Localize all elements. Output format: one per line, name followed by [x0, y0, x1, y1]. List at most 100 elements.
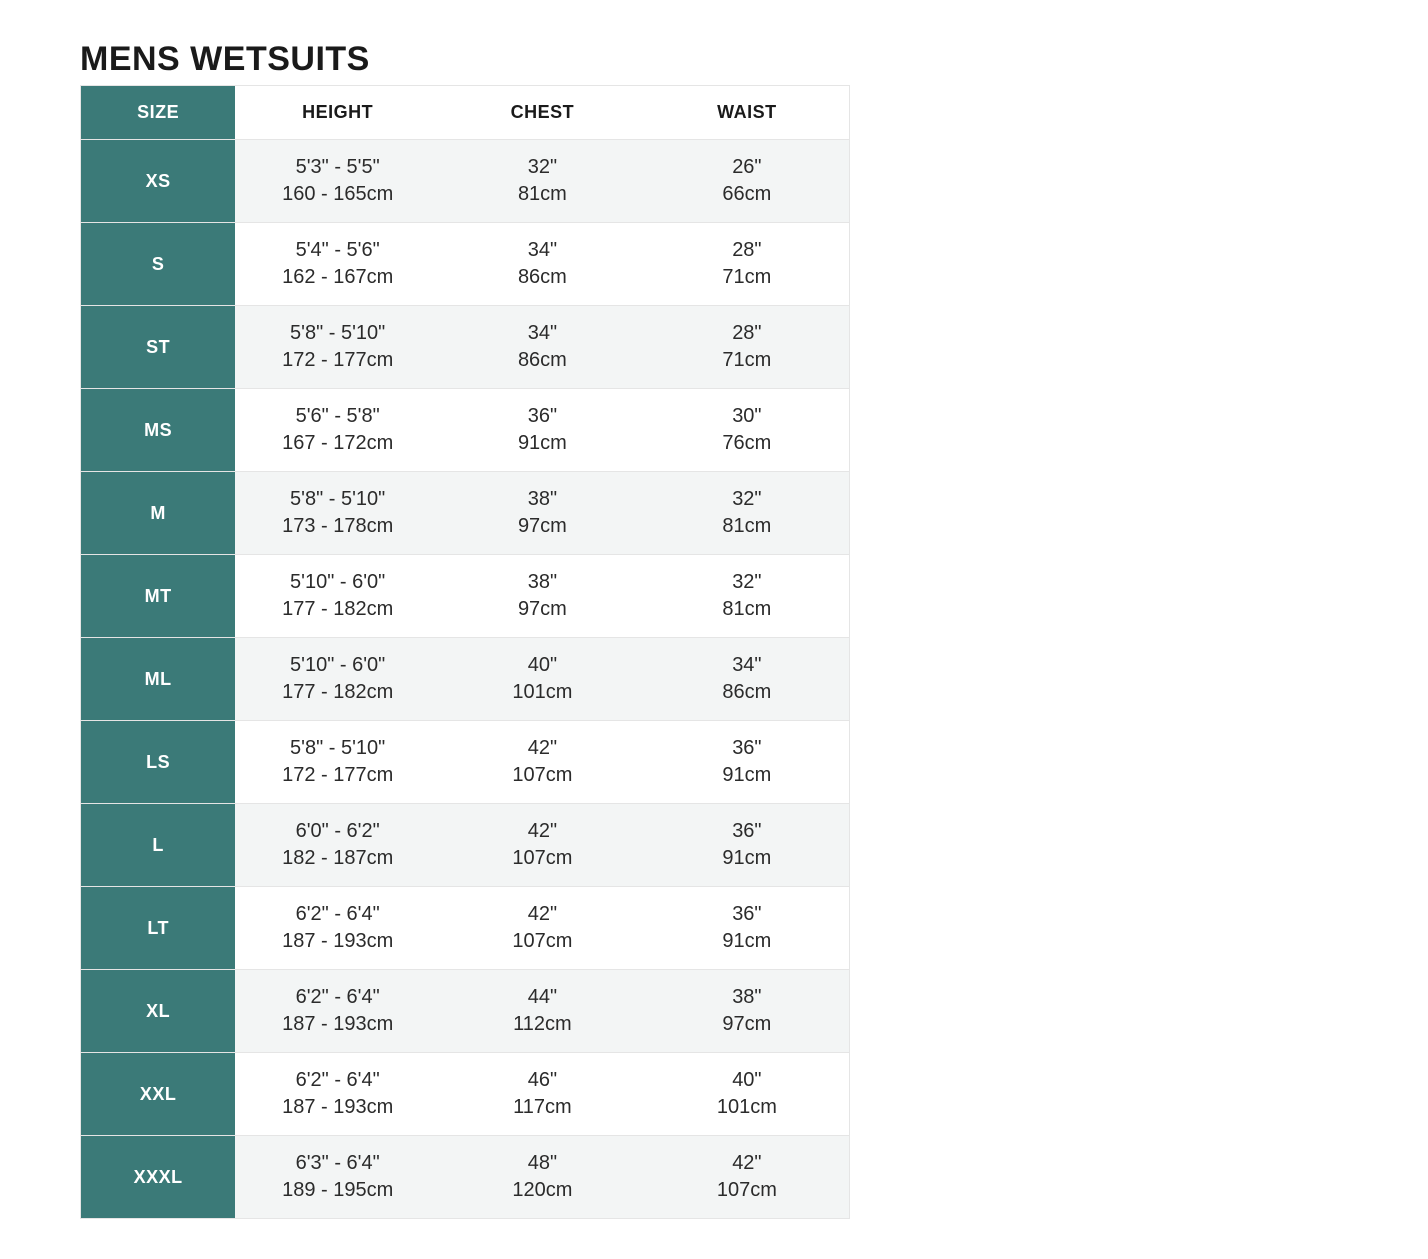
cell-height-metric: 173 - 178cm	[282, 515, 393, 537]
cell-waist-metric: 91cm	[722, 930, 771, 952]
cell-waist: 32"81cm	[645, 472, 850, 555]
cell-waist: 38" 97cm	[645, 970, 850, 1053]
cell-height-metric: 172 - 177cm	[282, 349, 393, 371]
table-row: XS5'3" - 5'5"160 - 165cm32"81cm26"66cm	[81, 140, 850, 223]
table-row: S5'4" - 5'6"162 - 167cm34"86cm28"71cm	[81, 223, 850, 306]
cell-waist: 26"66cm	[645, 140, 850, 223]
cell-chest-metric: 86cm	[518, 266, 567, 288]
size-chart-table: SIZE HEIGHT CHEST WAIST XS5'3" - 5'5"160…	[80, 85, 850, 1219]
cell-waist-metric: 71cm	[722, 266, 771, 288]
cell-chest: 48" 120cm	[440, 1136, 645, 1219]
cell-height: 5'4" - 5'6" 162 - 167cm	[235, 223, 440, 306]
cell-chest-imperial: 38"	[528, 488, 557, 510]
table-header-row: SIZE HEIGHT CHEST WAIST	[81, 86, 850, 140]
cell-waist: 30" 76cm	[645, 389, 850, 472]
cell-waist-imperial: 28"	[732, 322, 761, 344]
cell-chest-imperial: 40"	[528, 654, 557, 676]
cell-chest-metric: 107cm	[512, 847, 572, 869]
cell-chest: 44"112cm	[440, 970, 645, 1053]
cell-waist-imperial: 36"	[732, 737, 761, 759]
cell-size: XXL	[81, 1053, 236, 1136]
cell-chest: 46"117cm	[440, 1053, 645, 1136]
cell-waist-metric: 86cm	[722, 681, 771, 703]
cell-size: XL	[81, 970, 236, 1053]
cell-chest-metric: 91cm	[518, 432, 567, 454]
cell-chest-metric: 101cm	[512, 681, 572, 703]
cell-chest-imperial: 36"	[528, 405, 557, 427]
cell-height-imperial: 5'10" - 6'0"	[290, 654, 385, 676]
cell-waist-metric: 97cm	[722, 1013, 771, 1035]
cell-height: 6'2" - 6'4"187 - 193cm	[235, 1053, 440, 1136]
cell-height-imperial: 5'8" - 5'10"	[290, 737, 385, 759]
cell-height-metric: 162 - 167cm	[282, 266, 393, 288]
cell-waist: 32"81cm	[645, 555, 850, 638]
cell-height-imperial: 6'3" - 6'4"	[296, 1152, 380, 1174]
cell-chest: 42"107cm	[440, 721, 645, 804]
cell-waist: 42" 107cm	[645, 1136, 850, 1219]
cell-height-imperial: 5'3" - 5'5"	[296, 156, 380, 178]
cell-height: 6'2" - 6'4"187 - 193cm	[235, 887, 440, 970]
cell-height-imperial: 5'4" - 5'6"	[296, 239, 380, 261]
cell-chest-metric: 97cm	[518, 515, 567, 537]
cell-waist-metric: 91cm	[722, 847, 771, 869]
table-row: XXXL6'3" - 6'4"189 - 195cm48"120cm42"107…	[81, 1136, 850, 1219]
cell-waist-metric: 76cm	[722, 432, 771, 454]
cell-waist-imperial: 36"	[732, 903, 761, 925]
cell-chest-metric: 120cm	[512, 1179, 572, 1201]
cell-waist-metric: 81cm	[722, 515, 771, 537]
cell-size: LS	[81, 721, 236, 804]
cell-chest-metric: 86cm	[518, 349, 567, 371]
cell-height: 5'10" - 6'0" 177 - 182cm	[235, 638, 440, 721]
cell-height: 5'8" - 5'10"172 - 177cm	[235, 721, 440, 804]
cell-chest-imperial: 42"	[528, 903, 557, 925]
cell-chest-imperial: 42"	[528, 820, 557, 842]
cell-height: 6'0" - 6'2" 182 - 187cm	[235, 804, 440, 887]
cell-height-metric: 177 - 182cm	[282, 598, 393, 620]
cell-height-imperial: 5'10" - 6'0"	[290, 571, 385, 593]
page-title: MENS WETSUITS	[80, 40, 1348, 79]
cell-chest-imperial: 48"	[528, 1152, 557, 1174]
cell-waist: 34"86cm	[645, 638, 850, 721]
cell-height-imperial: 6'0" - 6'2"	[296, 820, 380, 842]
cell-size: L	[81, 804, 236, 887]
cell-size: MT	[81, 555, 236, 638]
cell-chest-imperial: 38"	[528, 571, 557, 593]
cell-chest-imperial: 34"	[528, 322, 557, 344]
cell-waist-metric: 81cm	[722, 598, 771, 620]
cell-chest-imperial: 34"	[528, 239, 557, 261]
cell-waist-metric: 91cm	[722, 764, 771, 786]
cell-waist-imperial: 38"	[732, 986, 761, 1008]
cell-height: 5'8" - 5'10" 173 - 178cm	[235, 472, 440, 555]
cell-height: 5'3" - 5'5"160 - 165cm	[235, 140, 440, 223]
cell-waist-metric: 107cm	[717, 1179, 777, 1201]
cell-height-metric: 189 - 195cm	[282, 1179, 393, 1201]
cell-height: 6'2" - 6'4"187 - 193cm	[235, 970, 440, 1053]
cell-chest: 34" 86cm	[440, 306, 645, 389]
cell-height-metric: 187 - 193cm	[282, 930, 393, 952]
cell-waist: 28"71cm	[645, 223, 850, 306]
table-row: XL6'2" - 6'4"187 - 193cm44"112cm 38" 97cm	[81, 970, 850, 1053]
cell-chest: 36" 91cm	[440, 389, 645, 472]
cell-chest: 32"81cm	[440, 140, 645, 223]
cell-chest-imperial: 32"	[528, 156, 557, 178]
cell-height-metric: 177 - 182cm	[282, 681, 393, 703]
cell-waist-metric: 71cm	[722, 349, 771, 371]
table-row: L 6'0" - 6'2" 182 - 187cm 42" 107cm 36"91cm	[81, 804, 850, 887]
cell-chest-imperial: 46"	[528, 1069, 557, 1091]
cell-height-imperial: 5'6" - 5'8"	[296, 405, 380, 427]
cell-size: XS	[81, 140, 236, 223]
cell-waist-imperial: 30"	[732, 405, 761, 427]
cell-waist: 36"91cm	[645, 804, 850, 887]
cell-height: 6'3" - 6'4" 189 - 195cm	[235, 1136, 440, 1219]
table-row: M5'8" - 5'10"173 - 178cm38"97cm32"81cm	[81, 472, 850, 555]
cell-height-metric: 182 - 187cm	[282, 847, 393, 869]
cell-waist-imperial: 42"	[732, 1152, 761, 1174]
cell-waist-metric: 101cm	[717, 1096, 777, 1118]
cell-height-imperial: 5'8" - 5'10"	[290, 488, 385, 510]
table-row: ML5'10" - 6'0"177 - 182cm40"101cm34"86cm	[81, 638, 850, 721]
header-size: SIZE	[81, 86, 236, 140]
cell-chest-imperial: 44"	[528, 986, 557, 1008]
table-body: XS5'3" - 5'5"160 - 165cm32"81cm26"66cmS5…	[81, 140, 850, 1219]
cell-chest-metric: 97cm	[518, 598, 567, 620]
cell-size: ST	[81, 306, 236, 389]
